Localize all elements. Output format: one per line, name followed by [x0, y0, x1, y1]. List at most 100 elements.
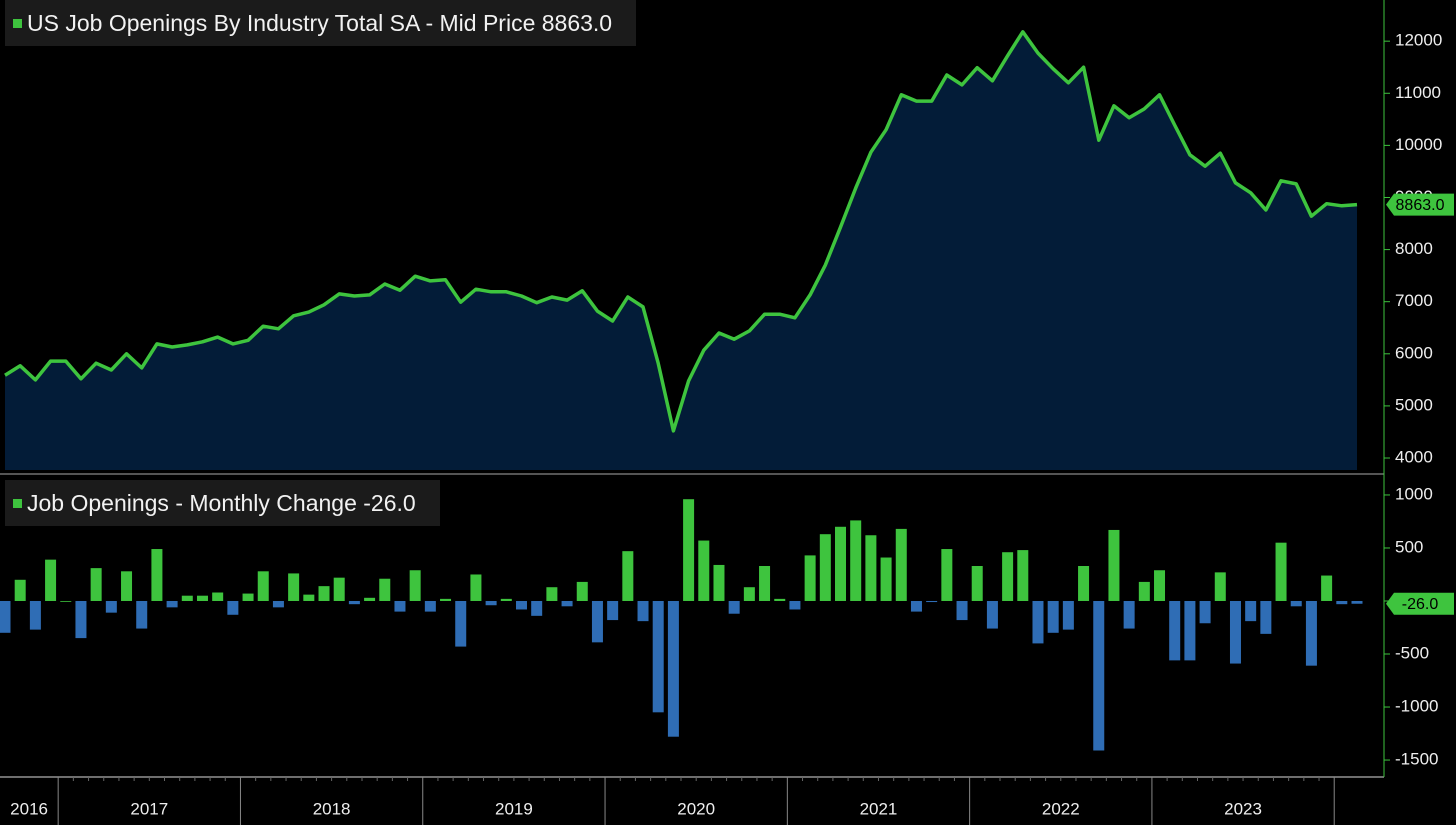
bar: [576, 581, 588, 601]
bar: [1229, 600, 1241, 664]
y-tick-label: 10000: [1395, 135, 1442, 154]
x-tick-label: 2018: [313, 799, 351, 818]
bar: [652, 600, 664, 713]
area: [5, 31, 1357, 471]
bar: [242, 593, 254, 601]
x-tick-label: 2021: [860, 799, 898, 818]
bar: [424, 600, 436, 612]
bar: [1032, 600, 1044, 644]
bar: [956, 600, 968, 621]
line: [4, 30, 1358, 433]
y-tick-label: -1000: [1395, 697, 1438, 716]
bar: [409, 570, 421, 601]
y-tick-label: 4000: [1395, 447, 1433, 466]
bar: [485, 600, 497, 606]
bar: [379, 578, 391, 601]
bar: [136, 600, 148, 629]
bar: [637, 600, 649, 622]
bar: [531, 600, 543, 616]
bar: [622, 551, 634, 601]
last-value-tag-label: -26.0: [1402, 596, 1439, 613]
bar: [1169, 600, 1181, 661]
bar: [166, 600, 178, 608]
x-tick-label: 2017: [130, 799, 168, 818]
bar: [333, 577, 345, 601]
bar: [151, 549, 163, 601]
bar: [288, 573, 300, 601]
bar: [1260, 600, 1272, 634]
bar: [1184, 600, 1196, 661]
bar: [1245, 600, 1257, 622]
y-tick-label: 8000: [1395, 239, 1433, 258]
bar: [1093, 600, 1105, 751]
bar: [1305, 600, 1317, 666]
x-tick-label: 2023: [1224, 799, 1262, 818]
last-value-tag: [1386, 193, 1454, 216]
bar: [90, 568, 102, 601]
top-title-box: US Job Openings By Industry Total SA - M…: [5, 0, 637, 46]
bar: [1336, 600, 1348, 605]
bar: [394, 600, 406, 612]
bar: [1017, 550, 1029, 601]
bar: [272, 600, 284, 608]
bar: [14, 579, 26, 601]
x-tick-label: 2022: [1042, 799, 1080, 818]
bar: [105, 600, 117, 613]
bar: [546, 587, 558, 601]
bar: [1321, 575, 1333, 601]
top-title: US Job Openings By Industry Total SA - M…: [27, 9, 536, 36]
bar: [1351, 600, 1363, 604]
bar: [1214, 572, 1226, 601]
bar: [1078, 566, 1090, 601]
bar: [728, 600, 740, 614]
bar: [318, 586, 330, 601]
bar: [850, 520, 862, 601]
bar: [227, 600, 239, 615]
x-tick-label: 2016: [10, 799, 48, 818]
bar: [1199, 600, 1211, 624]
bar: [698, 540, 710, 601]
bar: [1108, 529, 1120, 601]
bar: [455, 600, 467, 647]
x-tick-label: 2019: [495, 799, 533, 818]
y-tick-label: 11000: [1395, 83, 1441, 102]
y-tick-label: 12000: [1395, 31, 1442, 50]
last-value-tag: [1386, 592, 1454, 615]
bar: [774, 598, 786, 601]
bar: [819, 534, 831, 601]
bar: [986, 600, 998, 629]
y-tick-label: 7000: [1395, 291, 1433, 310]
bar: [1123, 600, 1135, 629]
y-tick-label: 1000: [1395, 484, 1433, 503]
bar: [971, 566, 983, 601]
bar: [303, 594, 315, 601]
x-tick-label: 2020: [677, 799, 715, 818]
legend-swatch: [13, 498, 22, 508]
bar: [29, 600, 41, 630]
bar: [865, 535, 877, 601]
bar: [926, 600, 938, 603]
bar: [45, 559, 57, 601]
bar: [1275, 542, 1287, 601]
bar: [561, 600, 573, 607]
bar: [196, 595, 208, 601]
last-value-tag-label: 8863.0: [1396, 197, 1445, 214]
bar: [880, 557, 892, 601]
bar: [607, 600, 619, 621]
bar: [910, 600, 922, 612]
bar: [181, 595, 193, 601]
bar: [743, 587, 755, 601]
bar: [440, 598, 452, 601]
bar: [75, 600, 87, 639]
bar: [789, 600, 801, 610]
bar: [683, 499, 695, 601]
bar: [212, 592, 224, 601]
bar: [895, 528, 907, 601]
bottom-last-value: -26.0: [363, 489, 416, 516]
bar: [713, 564, 725, 601]
bar: [470, 574, 482, 601]
bar: [257, 571, 269, 601]
bar: [1062, 600, 1074, 630]
